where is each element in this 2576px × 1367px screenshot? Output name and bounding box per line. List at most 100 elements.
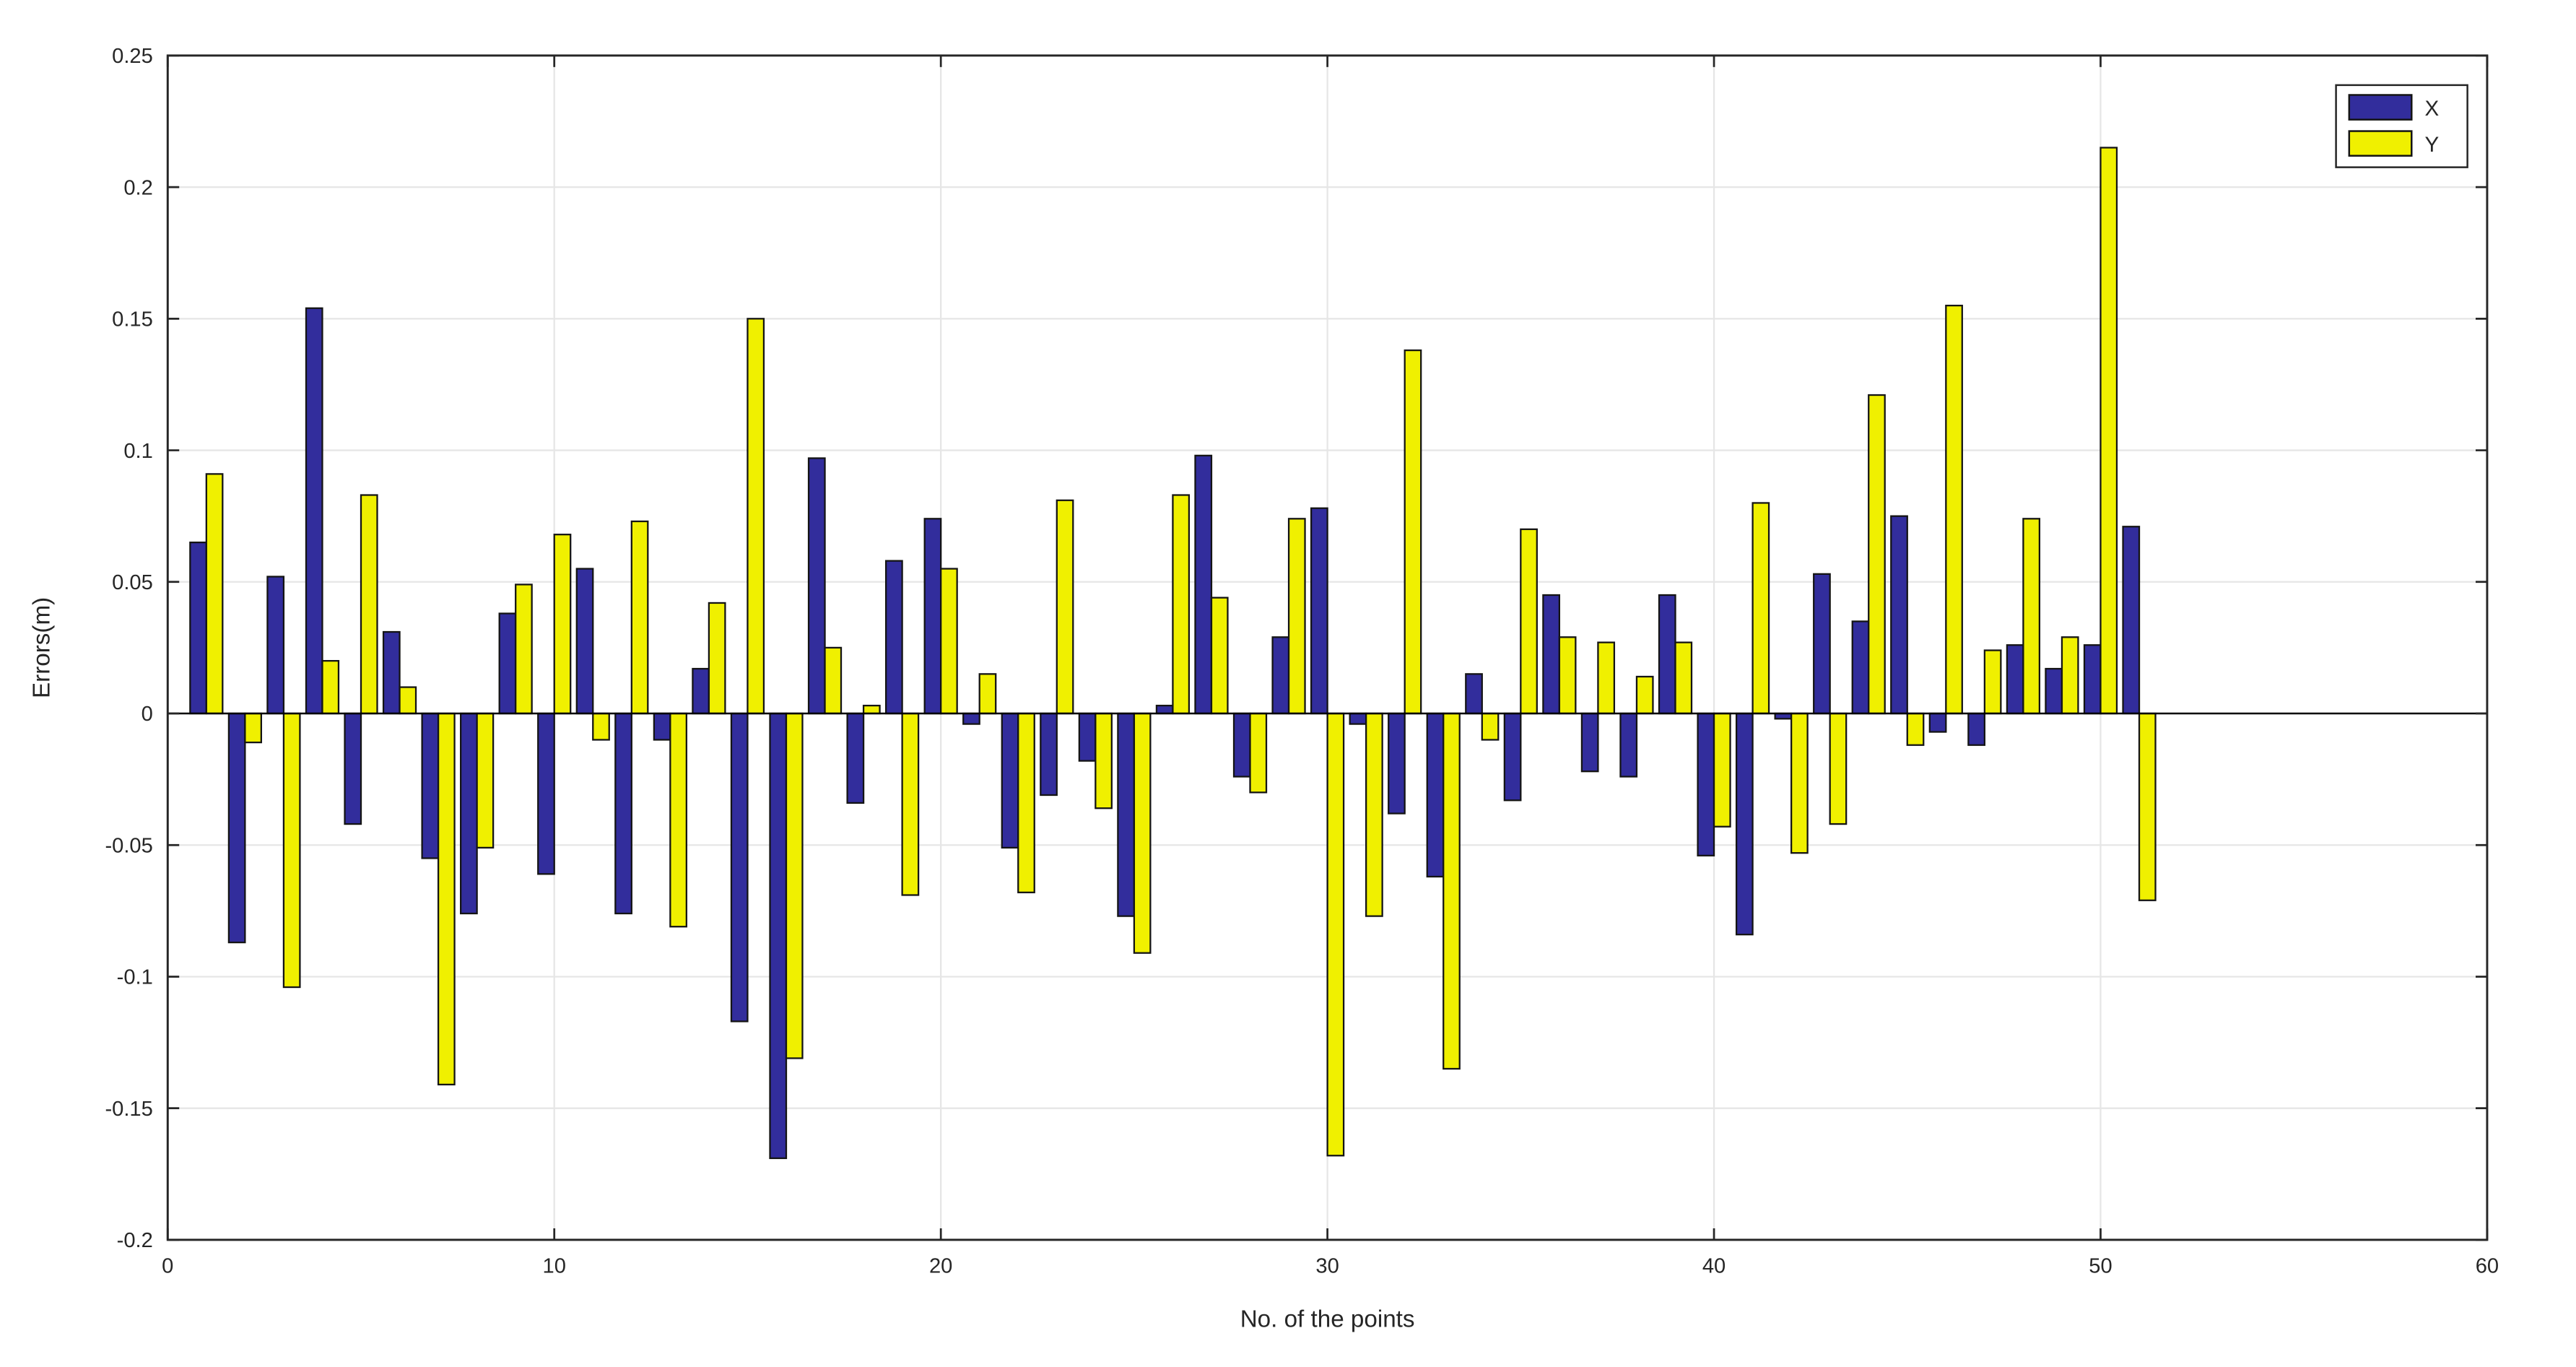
bar-x-30 — [1310, 507, 1328, 715]
bar-x-23 — [1040, 712, 1058, 797]
bar-x-47 — [1967, 712, 1985, 746]
y-tick-label: 0.05 — [112, 571, 153, 594]
bar-x-27 — [1194, 454, 1213, 715]
y-tick-label: -0.1 — [117, 966, 153, 989]
bar-y-28 — [1249, 712, 1268, 794]
bar-y-18 — [862, 704, 881, 715]
bar-y-5 — [360, 494, 378, 715]
bars — [189, 147, 2157, 1160]
bar-y-15 — [747, 318, 765, 715]
bar-y-50 — [2099, 147, 2118, 715]
bar-x-16 — [769, 712, 788, 1160]
bar-x-19 — [884, 560, 903, 715]
bar-y-29 — [1287, 518, 1306, 715]
y-tick-labels: -0.2 -0.15 -0.1 -0.05 0 0.05 0.1 0.15 0.2 0.25 — [105, 45, 152, 1252]
bar-x-22 — [1001, 712, 1019, 849]
bar-y-37 — [1597, 641, 1616, 715]
y-tick-label: -0.05 — [105, 834, 152, 857]
bar-x-48 — [2006, 644, 2024, 715]
bar-x-13 — [653, 712, 671, 741]
bar-x-1 — [189, 541, 207, 715]
bar-x-25 — [1117, 712, 1136, 917]
y-tick-label: -0.2 — [117, 1229, 153, 1252]
bar-y-48 — [2022, 518, 2041, 715]
bar-x-44 — [1851, 620, 1870, 715]
x-tick-label: 10 — [543, 1254, 566, 1277]
bar-y-6 — [399, 686, 417, 715]
x-tick-label: 30 — [1315, 1254, 1339, 1277]
bar-y-39 — [1674, 641, 1693, 715]
bar-x-14 — [692, 667, 710, 715]
bar-x-37 — [1580, 712, 1599, 773]
bar-y-12 — [630, 520, 649, 715]
y-tick-label: 0.1 — [123, 440, 152, 463]
bar-x-12 — [614, 712, 632, 915]
bar-x-35 — [1503, 712, 1522, 802]
bar-x-32 — [1388, 712, 1406, 815]
bar-x-26 — [1155, 704, 1174, 715]
y-tick-label: 0.2 — [123, 176, 152, 199]
bar-y-46 — [1945, 304, 1963, 715]
bar-y-23 — [1056, 499, 1074, 715]
x-tick-labels: 0 10 20 30 40 50 60 — [162, 1254, 2499, 1277]
legend-label-x: X — [2424, 97, 2439, 121]
bar-x-20 — [923, 518, 942, 715]
bar-y-11 — [592, 712, 610, 741]
bar-x-49 — [2045, 667, 2063, 715]
bar-y-41 — [1752, 502, 1770, 715]
bar-x-46 — [1928, 712, 1947, 733]
bar-x-45 — [1890, 515, 1908, 715]
bar-x-17 — [807, 457, 826, 715]
bar-x-11 — [575, 568, 594, 715]
bar-x-43 — [1813, 573, 1831, 715]
legend-swatch-y-icon — [2348, 130, 2413, 157]
bar-x-40 — [1697, 712, 1715, 856]
bar-y-13 — [669, 712, 687, 928]
bar-y-20 — [940, 568, 958, 715]
bar-x-15 — [730, 712, 749, 1023]
bar-y-24 — [1095, 712, 1113, 810]
bar-y-36 — [1558, 636, 1577, 715]
bar-y-43 — [1829, 712, 1848, 825]
bar-x-5 — [344, 712, 362, 825]
bar-y-49 — [2061, 636, 2079, 715]
bar-y-40 — [1713, 712, 1731, 828]
bar-y-16 — [785, 712, 804, 1059]
bar-y-44 — [1868, 394, 1886, 715]
bar-x-9 — [498, 612, 517, 715]
bar-x-8 — [460, 712, 478, 915]
bar-y-51 — [2138, 712, 2157, 901]
bar-x-34 — [1465, 673, 1483, 715]
bar-x-2 — [227, 712, 246, 944]
bar-x-6 — [382, 630, 401, 715]
bar-y-34 — [1481, 712, 1500, 741]
bar-y-32 — [1404, 349, 1422, 715]
bar-x-33 — [1426, 712, 1445, 878]
bar-y-17 — [824, 646, 843, 715]
bar-y-2 — [244, 712, 263, 744]
bar-y-4 — [321, 659, 340, 715]
bar-y-25 — [1133, 712, 1152, 954]
bar-y-19 — [901, 712, 920, 896]
bar-x-50 — [2083, 644, 2102, 715]
bar-y-38 — [1635, 675, 1654, 715]
x-tick-label: 50 — [2089, 1254, 2112, 1277]
bar-y-21 — [978, 673, 997, 715]
y-tick-label: 0 — [142, 703, 153, 726]
y-tick-label: -0.15 — [105, 1098, 152, 1121]
legend: X Y — [2335, 84, 2468, 168]
bar-y-10 — [553, 534, 572, 715]
bar-y-42 — [1790, 712, 1809, 854]
bar-y-47 — [1983, 649, 2002, 715]
bar-y-33 — [1443, 712, 1461, 1070]
tick-marks — [166, 54, 2489, 1241]
bar-y-8 — [476, 712, 495, 849]
y-tick-label: 0.15 — [112, 308, 153, 331]
x-tick-label: 40 — [1702, 1254, 1726, 1277]
bar-y-27 — [1210, 596, 1229, 715]
bar-y-7 — [437, 712, 456, 1086]
bar-y-26 — [1172, 494, 1191, 715]
bar-x-24 — [1078, 712, 1097, 762]
bar-x-36 — [1542, 594, 1561, 715]
bar-x-4 — [305, 307, 323, 715]
